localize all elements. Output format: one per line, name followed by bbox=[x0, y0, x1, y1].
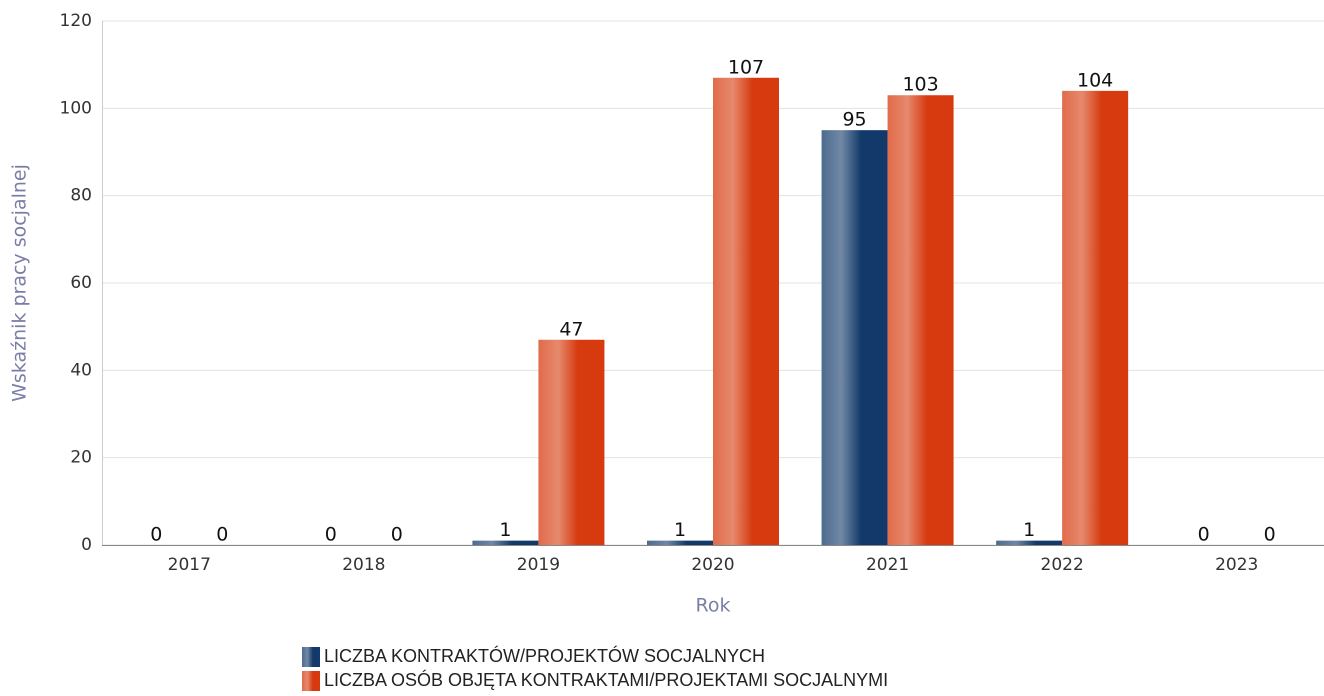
bar bbox=[472, 540, 539, 545]
y-tick-label: 20 bbox=[70, 448, 92, 468]
bar bbox=[538, 339, 605, 545]
y-tick-label: 60 bbox=[70, 273, 92, 293]
data-label: 103 bbox=[902, 74, 938, 96]
legend-swatch bbox=[302, 647, 320, 667]
bar bbox=[1062, 90, 1129, 545]
legend-swatch bbox=[302, 671, 320, 691]
data-label: 104 bbox=[1077, 69, 1113, 91]
x-tick-label: 2023 bbox=[1215, 555, 1258, 575]
x-axis-title: Rok bbox=[696, 595, 731, 617]
data-label: 1 bbox=[1023, 519, 1035, 541]
x-tick-label: 2017 bbox=[168, 555, 211, 575]
data-label: 1 bbox=[499, 519, 511, 541]
data-label: 107 bbox=[728, 56, 764, 78]
x-tick-label: 2020 bbox=[691, 555, 734, 575]
y-axis-title: Wskaźnik pracy socjalnej bbox=[9, 164, 31, 402]
data-label: 0 bbox=[150, 524, 162, 546]
x-tick-label: 2018 bbox=[342, 555, 385, 575]
y-tick-label: 80 bbox=[70, 186, 92, 206]
y-tick-label: 120 bbox=[60, 11, 92, 31]
data-label: 0 bbox=[391, 524, 403, 546]
x-tick-label: 2021 bbox=[866, 555, 909, 575]
bar bbox=[713, 77, 779, 546]
data-label: 95 bbox=[842, 109, 866, 131]
bar bbox=[821, 130, 888, 545]
data-label: 0 bbox=[325, 524, 337, 546]
bar bbox=[996, 540, 1063, 545]
bar bbox=[887, 95, 954, 545]
legend: LICZBA KONTRAKTÓW/PROJEKTÓW SOCJALNYCH LI… bbox=[302, 645, 888, 691]
data-label: 0 bbox=[216, 524, 228, 546]
bar bbox=[647, 540, 713, 545]
y-tick-label: 100 bbox=[60, 98, 92, 118]
data-label: 0 bbox=[1198, 524, 1210, 546]
data-label: 1 bbox=[674, 519, 686, 541]
y-tick-label: 0 bbox=[81, 535, 92, 555]
legend-label: LICZBA KONTRAKTÓW/PROJEKTÓW SOCJALNYCH bbox=[324, 645, 765, 666]
legend-label: LICZBA OSÓB OBJĘTA KONTRAKTAMI/PROJEKTAM… bbox=[324, 669, 888, 690]
data-label: 47 bbox=[559, 318, 583, 340]
x-tick-label: 2022 bbox=[1041, 555, 1084, 575]
x-tick-label: 2019 bbox=[517, 555, 560, 575]
data-label: 0 bbox=[1264, 524, 1276, 546]
y-tick-label: 40 bbox=[70, 360, 92, 380]
